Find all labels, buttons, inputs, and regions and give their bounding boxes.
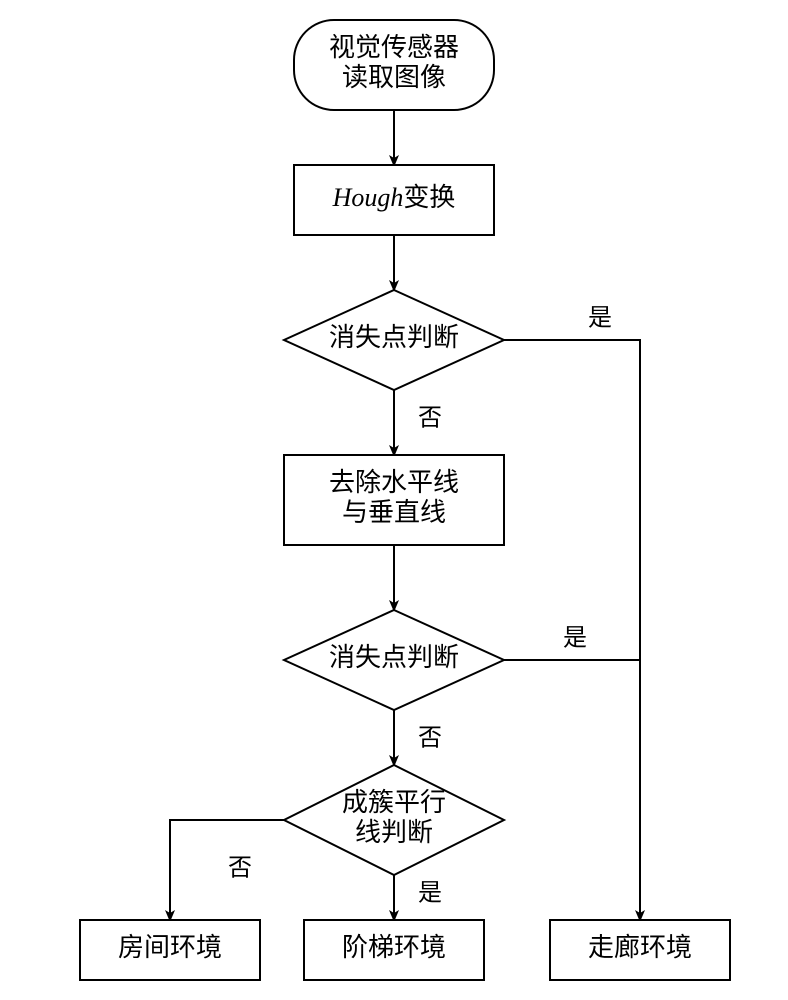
svg-text:走廊环境: 走廊环境 bbox=[588, 933, 692, 962]
node-vp1: 消失点判断 bbox=[284, 290, 504, 390]
svg-text:房间环境: 房间环境 bbox=[118, 933, 222, 962]
svg-text:消失点判断: 消失点判断 bbox=[329, 643, 459, 672]
svg-text:否: 否 bbox=[418, 726, 442, 752]
svg-text:是: 是 bbox=[563, 626, 587, 652]
edge: 是 bbox=[504, 626, 640, 661]
svg-text:与垂直线: 与垂直线 bbox=[342, 498, 446, 527]
svg-text:Hough变换: Hough变换 bbox=[332, 183, 456, 212]
svg-text:去除水平线: 去除水平线 bbox=[329, 468, 459, 497]
svg-text:否: 否 bbox=[228, 856, 252, 882]
svg-text:是: 是 bbox=[418, 881, 442, 907]
svg-text:是: 是 bbox=[588, 306, 612, 332]
node-hough: Hough变换 bbox=[294, 165, 494, 235]
svg-text:读取图像: 读取图像 bbox=[342, 63, 446, 92]
node-room: 房间环境 bbox=[80, 920, 260, 980]
svg-text:阶梯环境: 阶梯环境 bbox=[342, 933, 446, 962]
edge: 是 bbox=[504, 306, 640, 921]
node-start: 视觉传感器读取图像 bbox=[294, 20, 494, 110]
edge: 否 bbox=[394, 390, 442, 455]
edge: 否 bbox=[394, 710, 442, 765]
svg-text:成簇平行: 成簇平行 bbox=[342, 788, 446, 817]
svg-text:消失点判断: 消失点判断 bbox=[329, 323, 459, 352]
node-remove: 去除水平线与垂直线 bbox=[284, 455, 504, 545]
svg-text:视觉传感器: 视觉传感器 bbox=[329, 33, 459, 62]
node-stair: 阶梯环境 bbox=[304, 920, 484, 980]
edge: 否 bbox=[170, 820, 284, 920]
edge: 是 bbox=[394, 875, 442, 920]
node-vp2: 消失点判断 bbox=[284, 610, 504, 710]
node-cluster: 成簇平行线判断 bbox=[284, 765, 504, 875]
svg-text:线判断: 线判断 bbox=[355, 818, 433, 847]
node-corridor: 走廊环境 bbox=[550, 920, 730, 980]
svg-text:否: 否 bbox=[418, 406, 442, 432]
